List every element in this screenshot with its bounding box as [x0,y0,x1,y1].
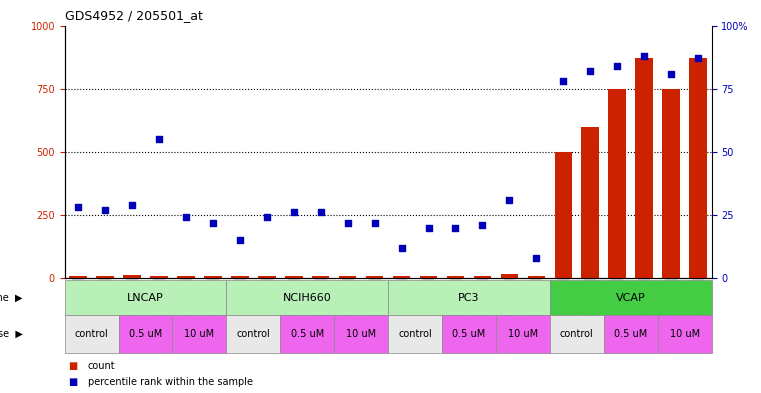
Point [584,68,597,74]
Text: control: control [560,329,594,339]
Text: cell line  ▶: cell line ▶ [0,292,23,303]
Bar [280,315,334,353]
Bar [69,275,87,278]
Bar [603,315,658,353]
Text: 10 uM: 10 uM [346,329,376,339]
Bar [177,276,195,278]
Point [72,204,84,211]
Bar [312,275,330,278]
Bar [442,315,496,353]
Bar [635,59,653,278]
Point [503,196,515,203]
Point [638,53,650,59]
Bar [555,152,572,278]
Bar [393,275,410,278]
Bar [150,275,167,278]
Bar [366,276,384,278]
Bar [334,315,388,353]
Text: 0.5 uM: 0.5 uM [614,329,648,339]
Bar [527,276,545,278]
Point [557,78,569,84]
Bar [119,315,173,353]
Bar [581,127,599,278]
Text: 0.5 uM: 0.5 uM [129,329,162,339]
Point [314,209,326,215]
Text: 10 uM: 10 uM [184,329,215,339]
Bar [689,59,707,278]
Text: NCIH660: NCIH660 [283,292,332,303]
Point [476,222,489,228]
Bar [65,280,227,315]
Bar [123,275,141,278]
Bar [420,276,438,278]
Bar [388,280,550,315]
Point [207,219,219,226]
Point [288,209,300,215]
Point [450,224,462,231]
Bar [550,280,712,315]
Point [530,255,543,261]
Point [126,202,139,208]
Bar [227,280,388,315]
Bar [550,315,603,353]
Bar [662,89,680,278]
Text: GDS4952 / 205501_at: GDS4952 / 205501_at [65,9,202,22]
Point [261,214,273,220]
Point [692,55,704,62]
Text: control: control [237,329,270,339]
Point [342,219,354,226]
Bar [339,276,356,278]
Text: percentile rank within the sample: percentile rank within the sample [88,377,253,387]
Text: 10 uM: 10 uM [670,329,699,339]
Text: 0.5 uM: 0.5 uM [291,329,324,339]
Bar [447,276,464,278]
Text: PC3: PC3 [458,292,479,303]
Text: ■: ■ [68,377,78,387]
Bar [473,276,491,278]
Bar [227,315,280,353]
Bar [258,276,275,278]
Point [180,214,192,220]
Text: LNCAP: LNCAP [127,292,164,303]
Bar [231,275,249,278]
Bar [173,315,227,353]
Point [396,244,408,251]
Text: 10 uM: 10 uM [508,329,538,339]
Bar [496,315,550,353]
Text: ■: ■ [68,361,78,371]
Point [422,224,435,231]
Bar [658,315,712,353]
Bar [285,276,303,278]
Bar [65,315,119,353]
Bar [388,315,442,353]
Bar [609,89,626,278]
Point [368,219,380,226]
Point [611,63,623,69]
Text: 0.5 uM: 0.5 uM [452,329,486,339]
Point [99,207,111,213]
Text: control: control [398,329,432,339]
Bar [501,274,518,278]
Text: count: count [88,361,115,371]
Bar [97,276,114,278]
Text: dose  ▶: dose ▶ [0,329,23,339]
Text: VCAP: VCAP [616,292,645,303]
Point [153,136,165,142]
Text: control: control [75,329,109,339]
Point [234,237,246,243]
Point [665,70,677,77]
Bar [204,276,221,278]
